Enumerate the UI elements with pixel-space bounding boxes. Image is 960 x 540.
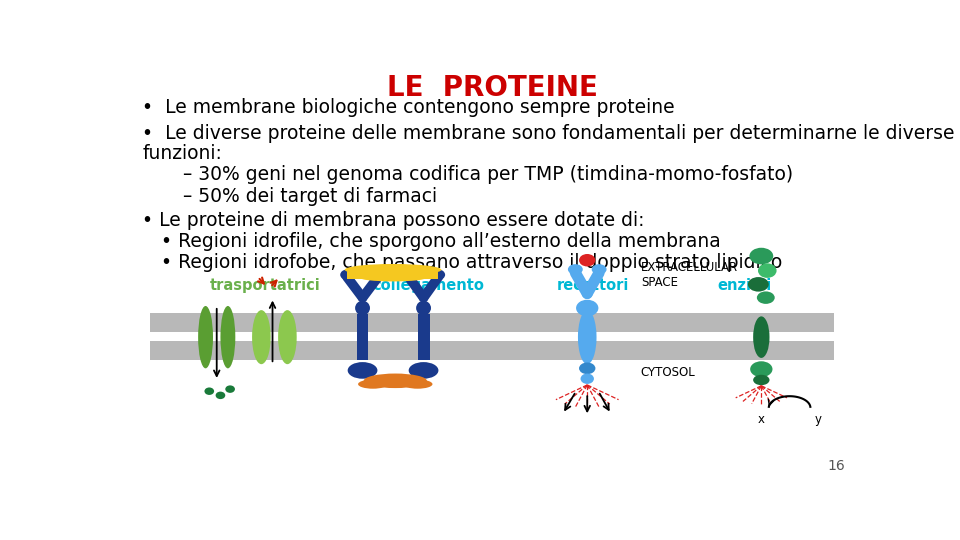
Ellipse shape (221, 306, 235, 368)
Ellipse shape (754, 375, 770, 385)
Ellipse shape (364, 374, 427, 388)
Ellipse shape (568, 264, 583, 274)
Text: collegamento: collegamento (372, 278, 485, 293)
Ellipse shape (402, 269, 416, 280)
Ellipse shape (360, 274, 426, 281)
Ellipse shape (579, 362, 595, 374)
Ellipse shape (581, 374, 594, 384)
Text: – 30% geni nel genoma codifica per TMP (timdina-momo-fosfato): – 30% geni nel genoma codifica per TMP (… (183, 165, 793, 185)
Ellipse shape (358, 380, 388, 389)
Text: •  Le diverse proteine delle membrane sono fondamentali per determinarne le dive: • Le diverse proteine delle membrane son… (142, 124, 955, 143)
Text: • Regioni idrofobe, che passano attraverso il doppio strato lipidico: • Regioni idrofobe, che passano attraver… (161, 253, 782, 272)
Ellipse shape (355, 301, 370, 315)
Ellipse shape (252, 310, 271, 364)
Ellipse shape (345, 264, 442, 275)
Text: x: x (757, 413, 765, 426)
Text: CYTOSOL: CYTOSOL (641, 366, 696, 379)
Text: • Le proteine di membrana possono essere dotate di:: • Le proteine di membrana possono essere… (142, 211, 645, 230)
Text: 16: 16 (828, 459, 846, 473)
Text: y: y (814, 413, 822, 426)
Ellipse shape (198, 306, 213, 368)
Ellipse shape (216, 392, 226, 399)
Ellipse shape (226, 386, 235, 393)
Ellipse shape (579, 254, 595, 266)
Bar (347, 268, 439, 279)
Ellipse shape (204, 388, 214, 395)
Ellipse shape (748, 277, 769, 292)
Ellipse shape (372, 269, 385, 280)
Ellipse shape (278, 310, 297, 364)
Bar (356, 314, 369, 360)
Text: enzimi: enzimi (718, 278, 772, 293)
Ellipse shape (578, 310, 596, 364)
Ellipse shape (750, 248, 773, 265)
Ellipse shape (576, 300, 598, 316)
Ellipse shape (409, 362, 439, 379)
Text: EXTRACELLULAR
SPACE: EXTRACELLULAR SPACE (641, 261, 738, 289)
Text: – 50% dei target di farmaci: – 50% dei target di farmaci (183, 187, 438, 206)
Text: • Regioni idrofile, che sporgono all’esterno della membrana: • Regioni idrofile, che sporgono all’est… (161, 232, 721, 251)
Ellipse shape (403, 380, 432, 389)
Text: trasportatrici: trasportatrici (209, 278, 321, 293)
Text: funzioni:: funzioni: (142, 144, 222, 163)
Ellipse shape (758, 264, 777, 278)
Ellipse shape (416, 301, 431, 315)
Bar (150, 341, 834, 360)
Text: LE  PROTEINE: LE PROTEINE (387, 74, 597, 102)
Bar (150, 332, 834, 340)
Text: •  Le membrane biologiche contengono sempre proteine: • Le membrane biologiche contengono semp… (142, 98, 675, 117)
Bar (418, 314, 429, 360)
Ellipse shape (432, 269, 445, 280)
Ellipse shape (756, 292, 775, 304)
Ellipse shape (750, 361, 773, 377)
Ellipse shape (348, 362, 377, 379)
Ellipse shape (340, 269, 353, 280)
Ellipse shape (591, 264, 607, 274)
Bar (150, 313, 834, 332)
Text: recettori: recettori (556, 278, 629, 293)
Ellipse shape (754, 316, 770, 358)
